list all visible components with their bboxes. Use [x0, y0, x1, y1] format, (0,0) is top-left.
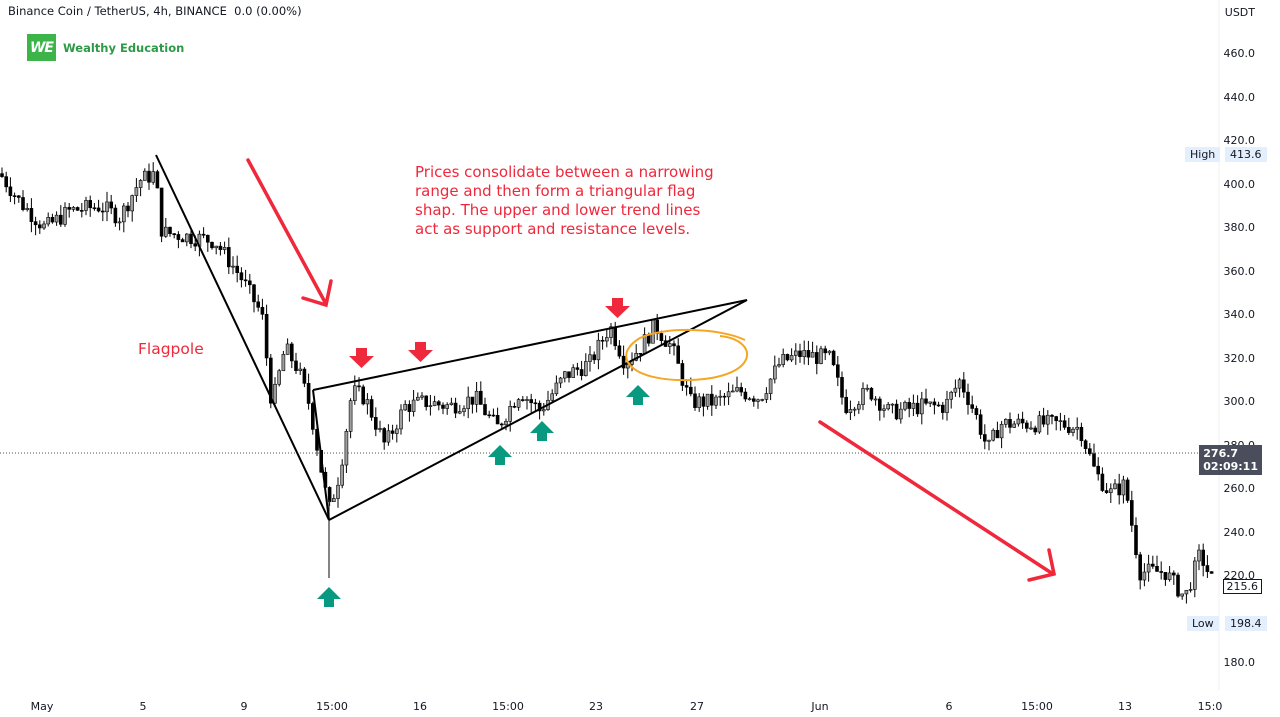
bar-countdown: 02:09:11 — [1203, 460, 1258, 473]
high-value: 413.6 — [1225, 147, 1267, 162]
breakout-ellipse — [625, 328, 748, 382]
resistance-markers — [349, 298, 630, 368]
y-tick-label: 380.0 — [1223, 221, 1256, 234]
x-tick-label: 15:00 — [492, 700, 524, 713]
x-tick-label: 16 — [413, 700, 427, 713]
x-tick-label: May — [30, 700, 54, 713]
flagpole-line — [155, 154, 330, 521]
x-tick-label: 6 — [945, 700, 953, 713]
high-label: High — [1185, 147, 1221, 162]
y-tick-label: 320.0 — [1223, 352, 1256, 365]
low-label: Low — [1187, 616, 1219, 631]
pattern-note: Prices consolidate between a narrowing r… — [415, 163, 714, 238]
pattern-lines — [155, 154, 748, 521]
current-price: 276.7 — [1203, 447, 1239, 460]
y-tick-label: 460.0 — [1223, 47, 1256, 60]
upper-trend-line — [312, 299, 748, 391]
x-tick-label: 27 — [690, 700, 704, 713]
x-tick-label: 23 — [589, 700, 603, 713]
support-markers — [317, 385, 650, 607]
y-tick-label: 440.0 — [1223, 91, 1256, 104]
x-tick-label: 15:00 — [1021, 700, 1053, 713]
down-arrow-upper — [246, 158, 333, 308]
brand-name: Wealthy Education — [63, 40, 185, 55]
red-down-marker-icon — [408, 342, 433, 362]
symbol-title: Binance Coin / TetherUS, 4h, BINANCE 0.0… — [8, 4, 302, 18]
y-tick-label: 400.0 — [1223, 178, 1256, 191]
y-tick-label: 420.0 — [1223, 134, 1256, 147]
teal-up-marker-icon — [530, 421, 554, 441]
x-tick-label: 5 — [139, 700, 147, 713]
current-price-tag: 276.7 02:09:11 — [1199, 445, 1262, 475]
x-tick-label: 9 — [240, 700, 248, 713]
x-tick-label: 15:0 — [1197, 700, 1223, 713]
brand-logo-icon: WE — [27, 34, 56, 61]
down-arrow-lower — [818, 420, 1057, 582]
teal-up-marker-icon — [626, 385, 650, 405]
y-tick-label: 240.0 — [1223, 526, 1256, 539]
low-value: 198.4 — [1225, 616, 1267, 631]
y-tick-label: 180.0 — [1223, 656, 1256, 669]
y-tick-label: 340.0 — [1223, 308, 1256, 321]
x-tick-label: 13 — [1118, 700, 1132, 713]
red-down-marker-icon — [605, 298, 630, 318]
y-tick-label: 300.0 — [1223, 395, 1256, 408]
last-close-tag: 215.6 — [1222, 579, 1262, 594]
y-tick-label: 360.0 — [1223, 265, 1256, 278]
y-tick-label: 260.0 — [1223, 482, 1256, 495]
y-tick-label: 220.0 — [1223, 569, 1256, 582]
x-tick-label: Jun — [811, 700, 829, 713]
currency-label: USDT — [1224, 6, 1255, 19]
red-down-marker-icon — [349, 348, 374, 368]
x-tick-label: 15:00 — [316, 700, 348, 713]
brand-watermark: WE Wealthy Education — [27, 34, 184, 61]
teal-up-marker-icon — [317, 587, 341, 607]
flagpole-label: Flagpole — [138, 340, 204, 358]
lower-trend-line — [328, 299, 748, 521]
flag-left-edge — [312, 389, 330, 521]
teal-up-marker-icon — [488, 445, 512, 465]
